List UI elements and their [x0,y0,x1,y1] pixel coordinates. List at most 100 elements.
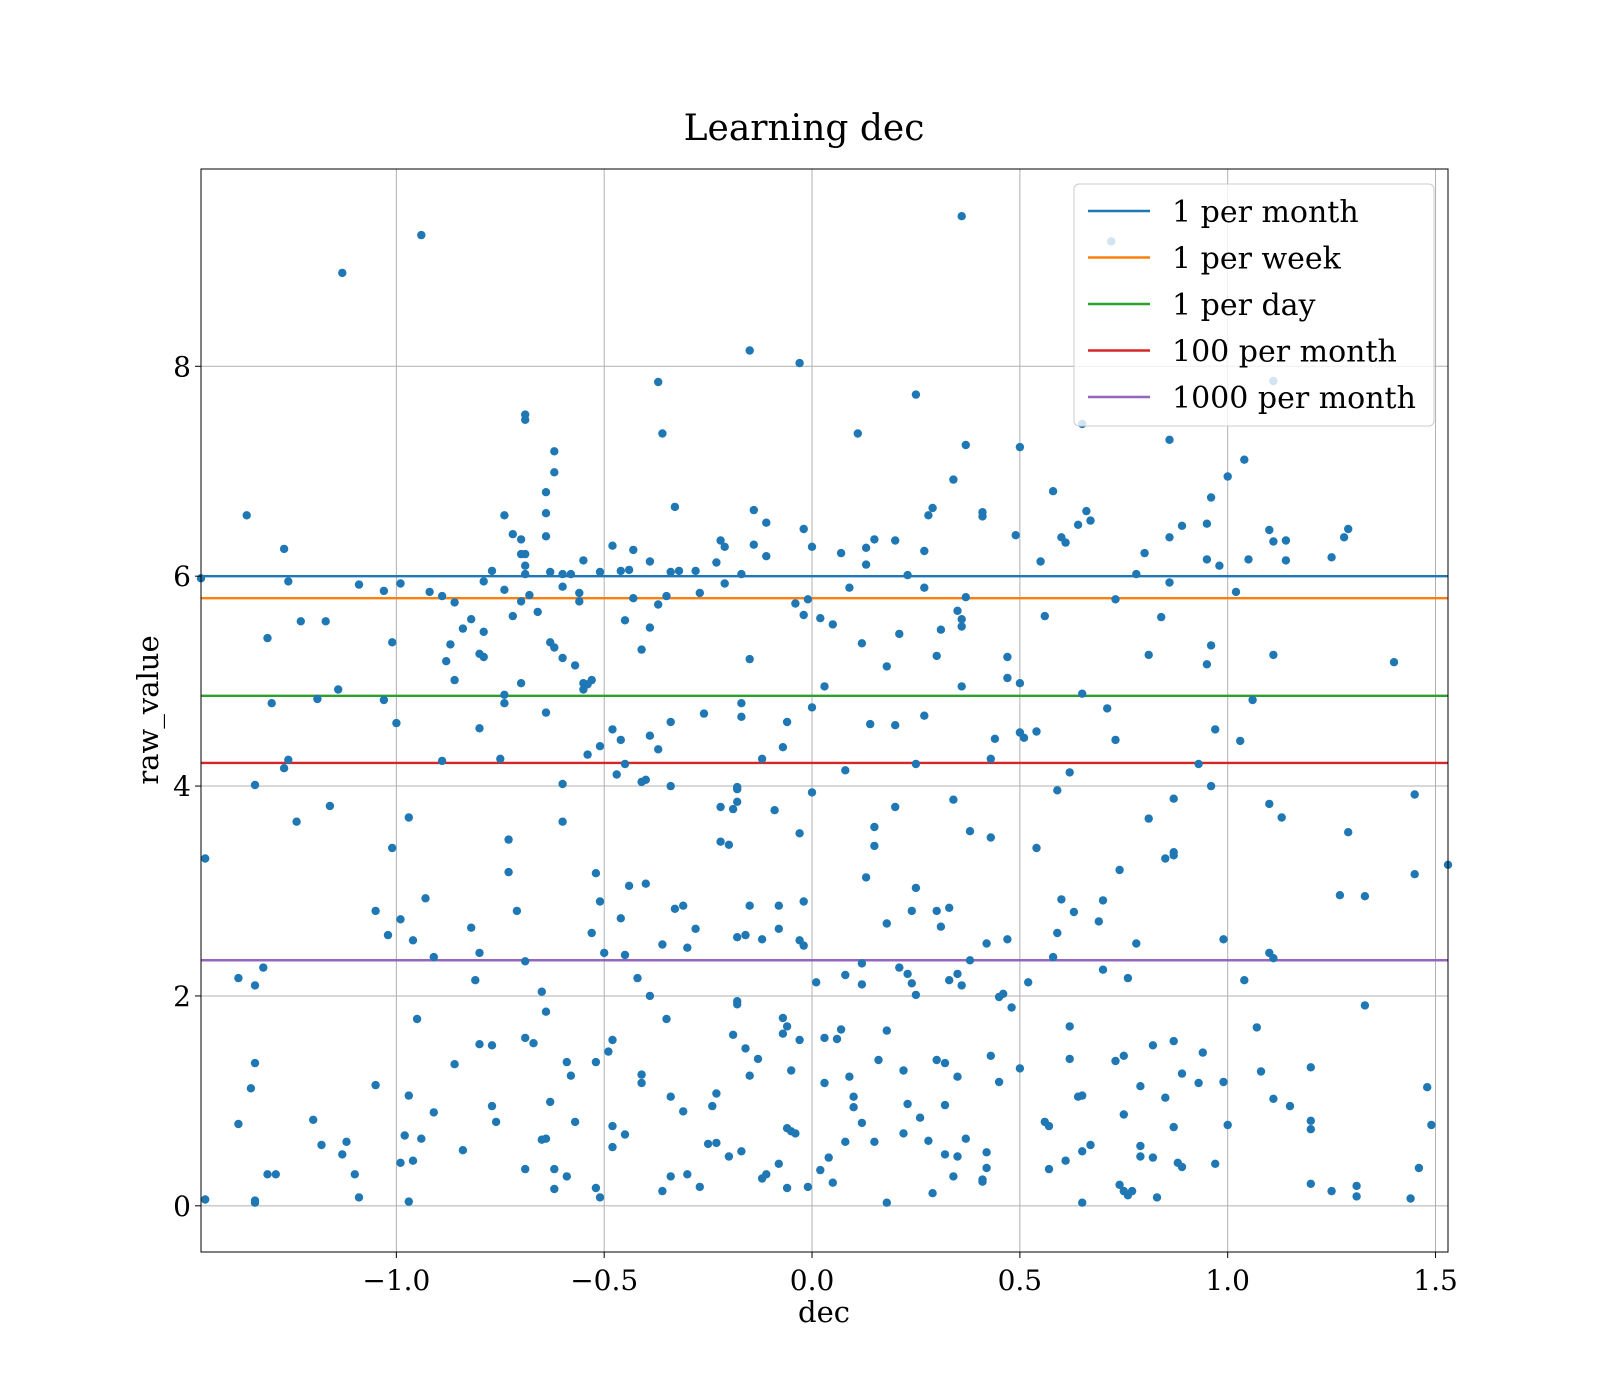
data-point [629,545,638,555]
data-point [949,795,958,804]
data-point [550,468,559,477]
data-point [857,980,867,989]
data-point [836,548,846,558]
data-point [537,987,546,996]
data-point [417,1134,426,1143]
data-point [475,948,484,958]
data-point [670,502,680,512]
data-point [450,598,459,607]
data-point [521,1164,530,1174]
data-point [861,560,871,569]
legend-label: 1 per week [1172,242,1342,277]
data-point [666,781,675,791]
data-point [334,685,343,694]
data-point [720,542,729,551]
data-point [1427,1120,1436,1130]
data-point [1161,854,1170,863]
threshold-lines [201,574,1448,962]
data-point [1111,595,1120,604]
data-point [745,901,754,910]
data-point [1219,935,1228,944]
data-point [421,894,430,903]
data-point [841,970,850,980]
data-point [541,509,551,518]
data-point [1061,538,1070,547]
data-point [1285,1101,1295,1111]
data-point [479,577,488,586]
data-point [442,657,451,666]
data-point [404,1197,413,1206]
data-point [990,734,1000,743]
data-point [733,933,742,942]
data-point [658,429,667,438]
data-point [633,973,642,983]
data-point [716,802,725,812]
data-point [733,1000,742,1009]
data-point [1360,892,1370,901]
data-point [250,981,260,990]
data-point [450,675,459,685]
data-point [1132,569,1141,579]
data-point [728,804,738,814]
data-point [321,617,330,626]
data-point [279,764,289,773]
data-point [816,614,825,623]
data-point [379,695,389,705]
data-point [608,725,617,734]
data-point [620,616,630,625]
data-point [1165,533,1174,542]
data-point [645,623,655,632]
data-points [196,212,1453,1207]
data-point [1223,1120,1232,1130]
data-point [679,901,688,910]
data-point [824,1153,833,1162]
data-point [745,1071,754,1080]
data-point [496,754,505,763]
data-point [1410,790,1419,799]
legend-label: 1 per month [1172,195,1359,230]
data-point [857,639,867,648]
data-point [620,950,630,960]
data-point [371,1080,380,1090]
data-point [637,645,646,654]
data-point [475,724,484,733]
data-point [807,788,817,797]
data-point [616,566,625,576]
data-point [1032,843,1041,853]
data-point [1198,1048,1208,1057]
data-point [309,1115,318,1125]
data-point [1306,1063,1316,1072]
legend-label: 1000 per month [1172,381,1416,416]
data-point [1352,1192,1361,1201]
data-point [799,524,808,534]
data-point [579,556,588,565]
data-point [267,699,276,708]
data-point [620,759,630,769]
data-point [479,652,488,662]
data-point [412,1014,422,1024]
data-point [762,552,771,561]
data-point [903,969,912,979]
data-point [932,651,941,661]
data-point [546,567,555,577]
data-point [1206,641,1216,650]
data-point [728,1030,738,1040]
data-point [745,654,754,664]
chart-title: Learning dec [684,108,925,149]
plot-frame [200,168,1449,1253]
data-point [1339,533,1349,542]
data-point [550,643,559,652]
data-point [1327,1186,1336,1196]
data-point [799,610,808,620]
data-point [795,1035,804,1045]
data-point [1036,557,1045,566]
data-point [866,719,875,729]
data-point [994,1077,1004,1087]
data-point [383,930,393,940]
data-point [1057,895,1066,904]
data-point [832,1034,842,1044]
data-point [242,511,251,520]
data-point [587,675,596,685]
data-point [645,991,655,1001]
data-point [1360,1001,1370,1010]
